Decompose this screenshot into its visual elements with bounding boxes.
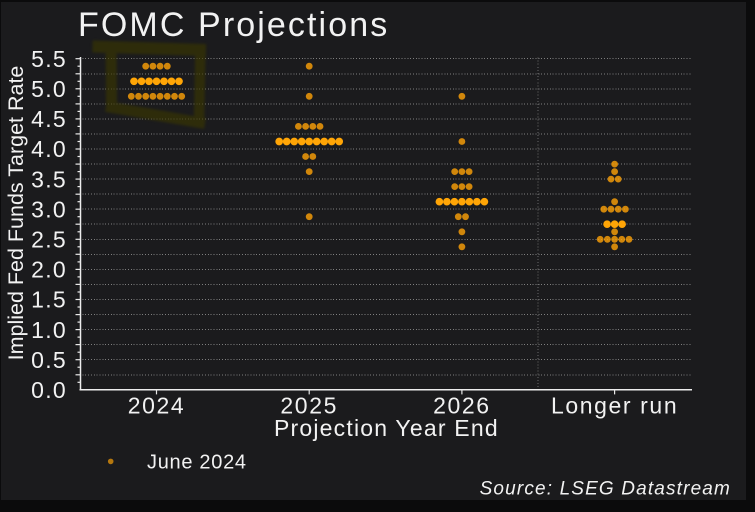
svg-text:1.0: 1.0 (31, 317, 67, 343)
svg-text:Longer run: Longer run (551, 393, 678, 419)
svg-text:2.0: 2.0 (31, 257, 67, 283)
svg-text:3.0: 3.0 (31, 196, 67, 222)
svg-text:Implied Fed Funds Target Rate: Implied Fed Funds Target Rate (4, 66, 28, 361)
svg-text:1.5: 1.5 (31, 287, 67, 313)
svg-text:2026: 2026 (433, 393, 491, 419)
svg-text:Source: LSEG Datastream: Source: LSEG Datastream (480, 479, 731, 500)
svg-text:2025: 2025 (280, 393, 338, 419)
svg-text:4.5: 4.5 (31, 106, 67, 132)
svg-text:5.5: 5.5 (31, 46, 67, 72)
svg-text:2.5: 2.5 (31, 227, 67, 253)
svg-text:3.5: 3.5 (31, 166, 67, 192)
svg-text:5.0: 5.0 (31, 76, 67, 102)
svg-text:FOMC Projections: FOMC Projections (78, 6, 389, 44)
svg-text:June 2024: June 2024 (147, 451, 247, 473)
svg-text:4.0: 4.0 (31, 136, 67, 162)
svg-text:Projection Year End: Projection Year End (274, 415, 499, 441)
svg-text:0.5: 0.5 (31, 347, 67, 373)
svg-text:2024: 2024 (128, 393, 186, 419)
svg-text:0.0: 0.0 (31, 377, 67, 403)
